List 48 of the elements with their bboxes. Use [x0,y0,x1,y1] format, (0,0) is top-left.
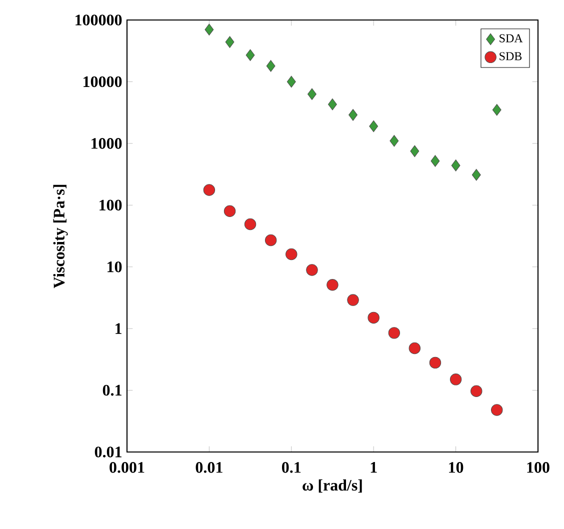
point [286,76,296,88]
x-axis-title: ω [rad/s] [302,479,362,493]
point [308,88,316,100]
point [451,160,460,172]
point [264,234,277,246]
x-tick-label: 10 [449,462,464,473]
point [470,385,482,397]
point [326,279,338,291]
x-tick-label: 0.1 [282,462,301,473]
point [306,264,318,276]
legend-label: SDB [500,52,522,60]
legend-label: SDA [500,34,523,42]
point [430,155,440,167]
point [225,36,234,48]
y-tick-label: 10000 [84,76,122,88]
y-tick-label: 100000 [76,14,122,26]
point [328,98,337,110]
y-tick-label: 1000 [92,138,122,149]
point [429,356,442,369]
point [388,327,400,339]
y-tick-label: 1 [116,323,122,334]
point [472,168,481,181]
x-tick-label: 0.001 [110,462,144,473]
point [410,145,420,158]
y-tick-label: 0.1 [102,384,122,396]
point [347,294,359,306]
point [368,312,380,324]
point [203,184,216,196]
point [490,404,503,416]
y-axis-title: Viscosity [Pa·s] [53,184,68,288]
y-tick-label: 100 [100,200,122,211]
point [408,342,421,354]
y-tick-label: 10 [108,261,122,272]
point [369,120,378,132]
point [266,60,276,72]
x-tick-label: 100 [527,462,550,473]
point [204,24,214,36]
point [246,49,255,61]
y-tick-label: 0.01 [94,446,122,458]
point [286,248,298,260]
point [450,374,462,386]
point [390,135,399,147]
x-tick-label: 0.01 [196,462,222,473]
x-tick-label: 1 [370,462,377,473]
point [244,218,256,230]
point [492,104,502,116]
point [348,109,358,121]
point [224,205,236,217]
